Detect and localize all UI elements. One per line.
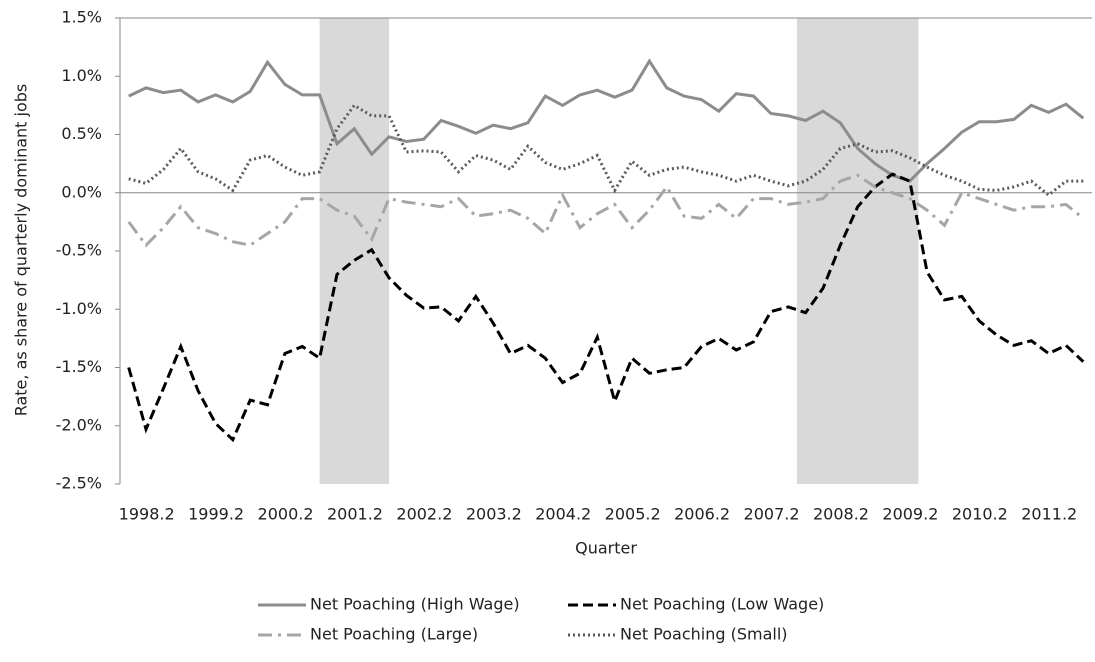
x-tick-label: 2001.2 <box>327 505 383 524</box>
x-tick-label: 2010.2 <box>952 505 1008 524</box>
y-axis-title: Rate, as share of quarterly dominant job… <box>12 84 31 417</box>
x-tick-label: 2008.2 <box>813 505 869 524</box>
x-tick-label: 2000.2 <box>258 505 314 524</box>
x-tick-label: 2009.2 <box>882 505 938 524</box>
y-tick-label: 1.0% <box>61 66 102 85</box>
series-line <box>127 173 1085 248</box>
legend-label: Net Poaching (Large) <box>310 625 478 644</box>
shaded-band <box>796 18 919 484</box>
x-tick-label: 2007.2 <box>744 505 800 524</box>
y-tick-label: -2.0% <box>56 415 102 434</box>
x-tick-label: 2005.2 <box>605 505 661 524</box>
x-tick-label: 2002.2 <box>396 505 452 524</box>
y-tick-label: 0.5% <box>61 124 102 143</box>
x-tick-label: 2003.2 <box>466 505 522 524</box>
legend-label: Net Poaching (High Wage) <box>310 595 520 614</box>
series-line <box>127 172 1085 443</box>
legend-label: Net Poaching (Small) <box>620 625 788 644</box>
x-tick-label: 2006.2 <box>674 505 730 524</box>
y-tick-label: -1.0% <box>56 299 102 318</box>
series-line <box>128 103 1084 198</box>
y-tick-label: -1.5% <box>56 357 102 376</box>
shaded-band <box>319 18 390 484</box>
x-tick-label: 1998.2 <box>119 505 175 524</box>
y-tick-label: -0.5% <box>56 241 102 260</box>
x-axis-title: Quarter <box>575 539 637 558</box>
x-tick-label: 2004.2 <box>535 505 591 524</box>
x-tick-label: 2011.2 <box>1021 505 1077 524</box>
legend-label: Net Poaching (Low Wage) <box>620 595 824 614</box>
y-tick-label: 0.0% <box>61 182 102 201</box>
y-tick-label: 1.5% <box>61 8 102 27</box>
y-tick-label: -2.5% <box>56 474 102 493</box>
series-line <box>128 58 1085 183</box>
x-tick-label: 1999.2 <box>188 505 244 524</box>
